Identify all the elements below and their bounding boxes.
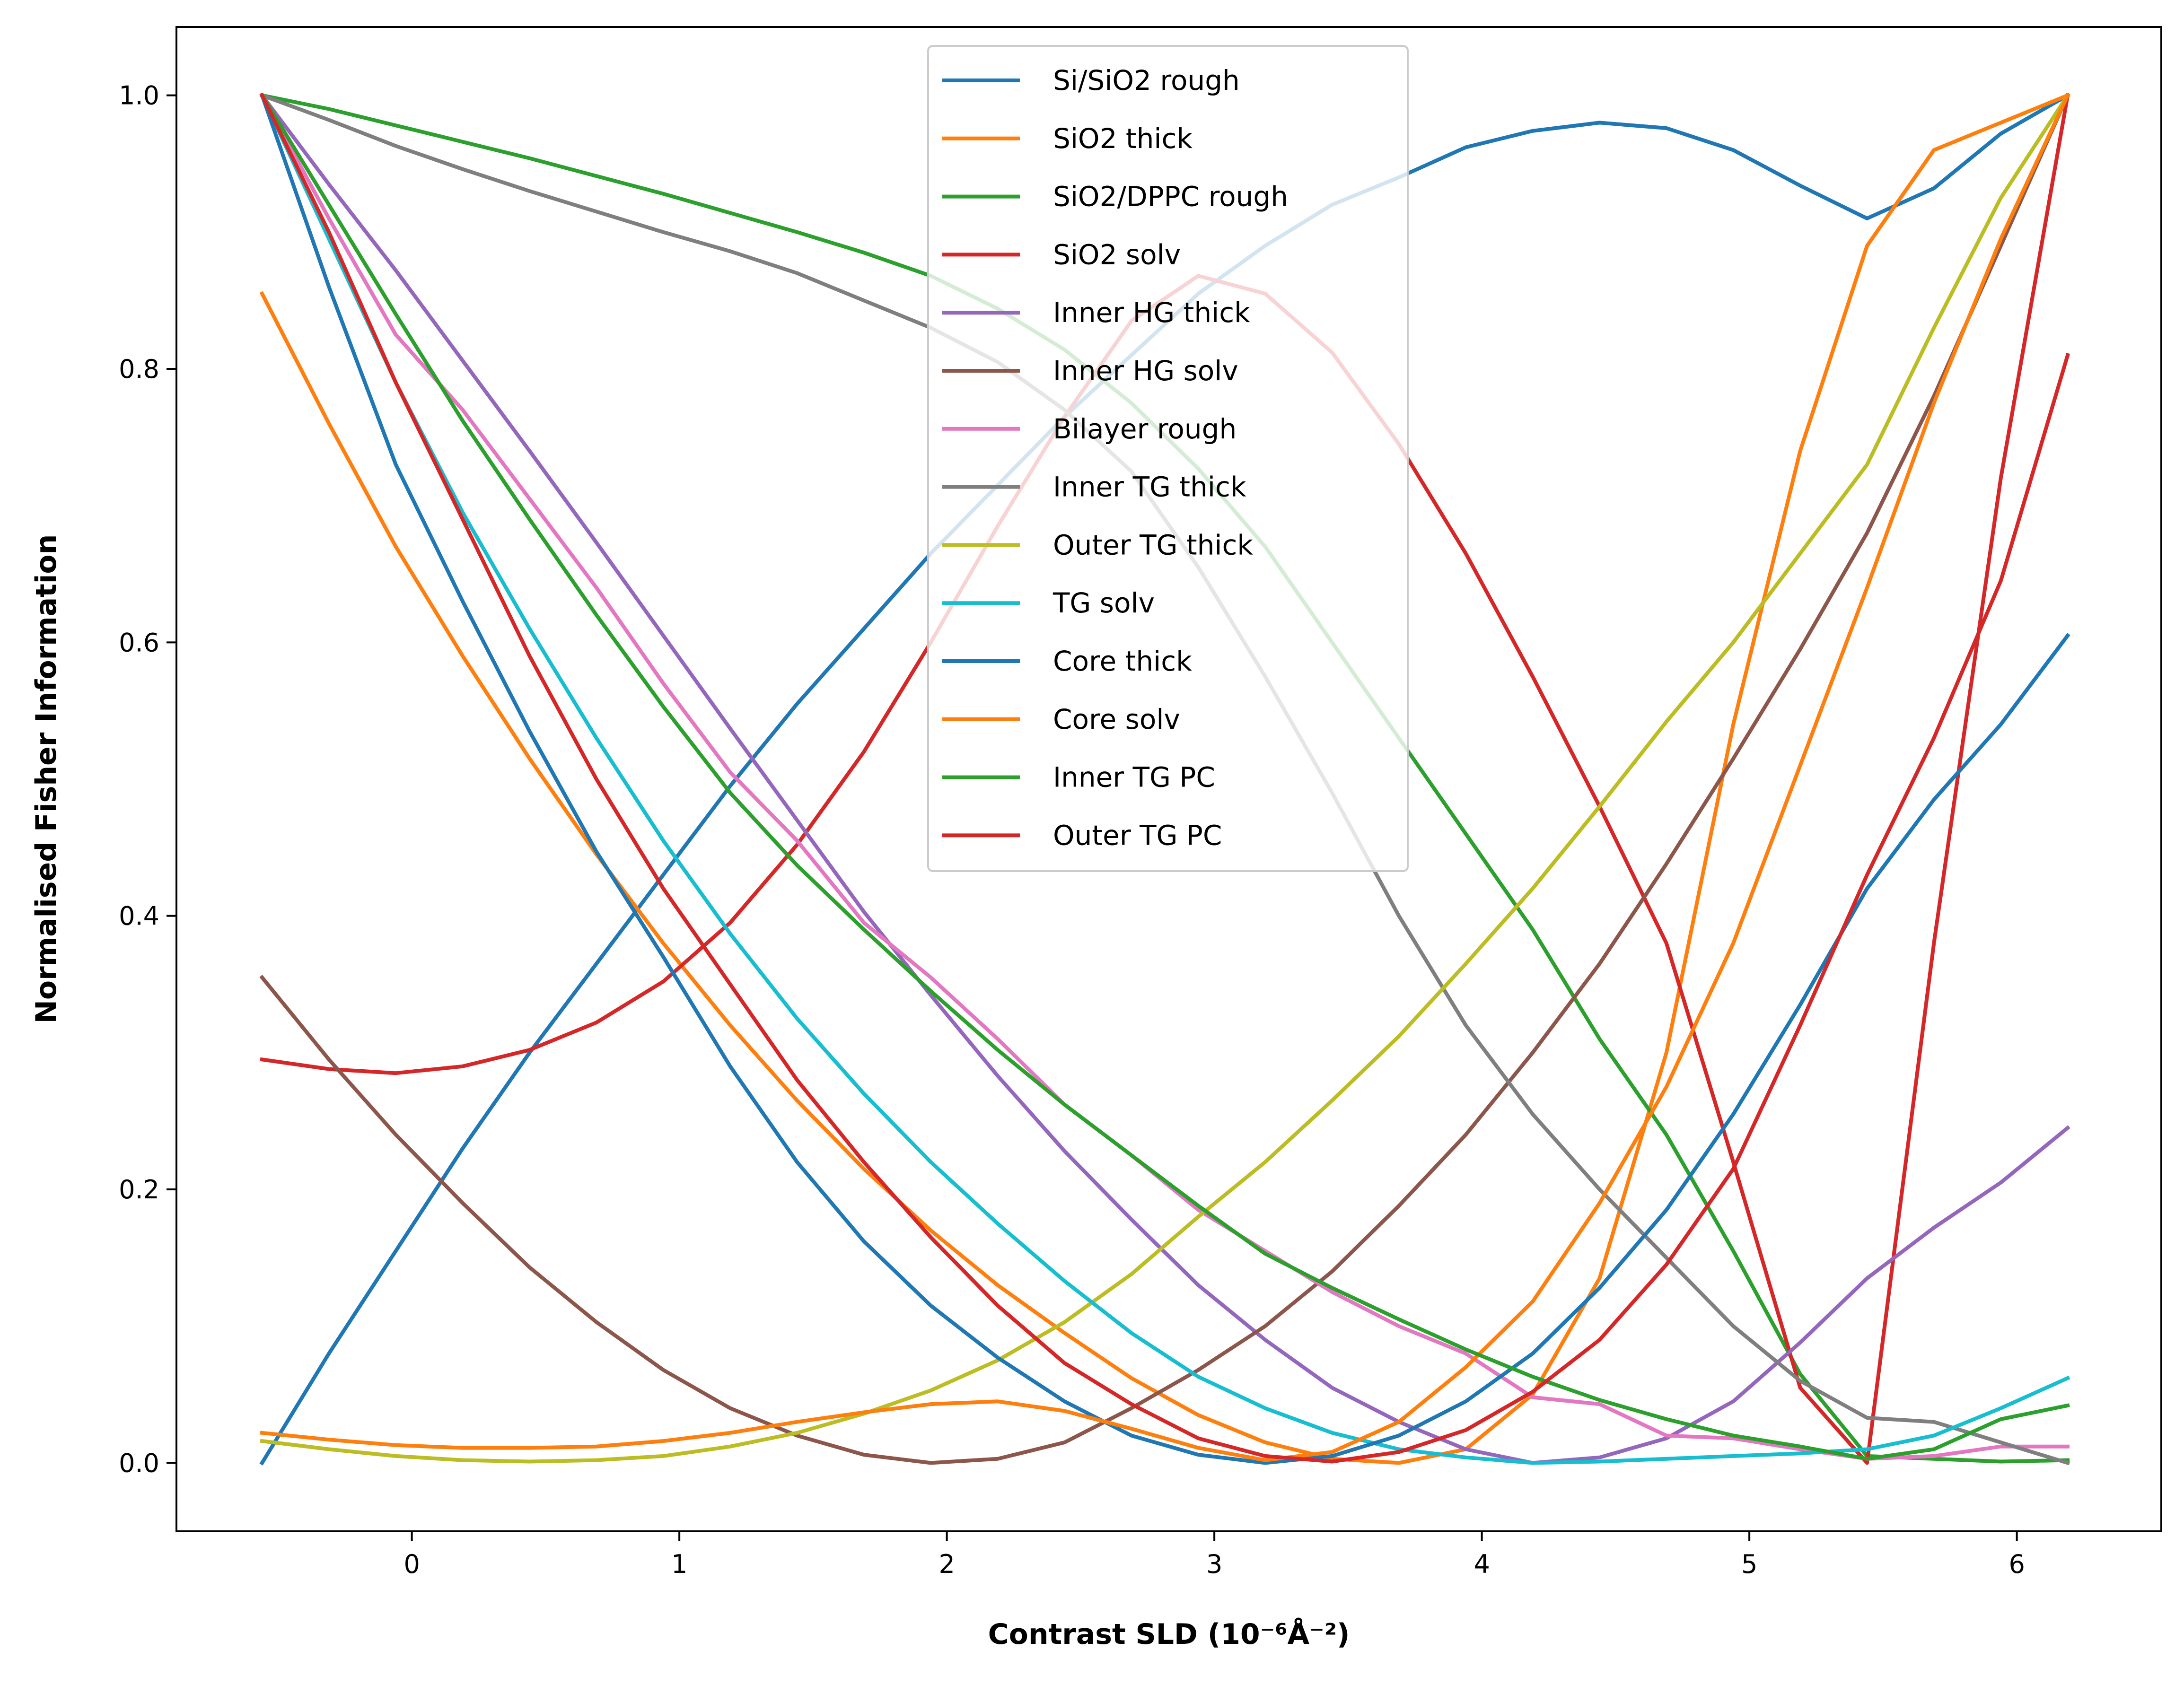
y-axis: 0.0 0.2 0.4 0.6 0.8 1.0 [119,81,176,1478]
series-line-9 [260,93,2070,1464]
x-axis: 0 1 2 3 4 5 6 [403,1531,2025,1579]
y-tick-label: 0.2 [119,1175,159,1205]
x-axis-title: Contrast SLD (10⁻⁶Å⁻²) [988,1617,1350,1651]
x-tick-label: 6 [2009,1549,2025,1579]
x-tick-label: 2 [939,1549,955,1579]
series-line-14 [259,93,2070,1464]
x-tick-label: 1 [671,1549,687,1579]
legend-label: Inner HG thick [1053,297,1250,329]
series-line-2 [259,93,2070,1465]
series-line-12 [260,93,2070,1462]
x-tick-label: 5 [1741,1549,1757,1579]
x-tick-label: 0 [403,1549,420,1579]
x-tick-label: 3 [1206,1549,1222,1579]
legend-label: Core thick [1053,645,1192,677]
x-tick-label: 4 [1474,1549,1490,1579]
legend-label: Bilayer rough [1053,413,1237,445]
legend: Si/SiO2 rough SiO2 thick SiO2/DPPC rough Si… [927,45,1409,872]
series-line-6 [259,93,2070,1465]
legend-label: SiO2 thick [1053,122,1193,155]
series-line-5 [259,92,2070,1465]
legend-label: SiO2/DPPC rough [1053,181,1288,213]
series-line-11 [259,93,2070,1465]
legend-label: Si/SiO2 rough [1053,64,1240,96]
y-axis-title: Normalised Fisher Information [30,534,63,1024]
legend-label: TG solv [1053,587,1155,619]
y-tick-label: 0.6 [119,628,159,657]
y-tick-label: 0.4 [119,901,159,931]
legend-label: Inner HG solv [1053,355,1238,387]
series-line-10 [259,93,2070,1465]
legend-label: Outer TG thick [1053,529,1253,561]
legend-entries: Si/SiO2 rough SiO2 thick SiO2/DPPC rough Si… [942,64,1288,851]
legend-label: Core solv [1053,703,1180,735]
y-tick-label: 0.0 [119,1448,159,1478]
y-tick-label: 1.0 [119,81,159,111]
legend-label: Inner TG PC [1053,761,1215,794]
legend-box [927,45,1409,872]
series-line-13 [259,93,2070,1461]
legend-label: Outer TG PC [1053,819,1222,851]
y-tick-label: 0.8 [119,354,159,384]
plot-frame [175,26,2162,1532]
legend-label: SiO2 solv [1053,238,1181,271]
legend-label: Inner TG thick [1053,471,1246,503]
